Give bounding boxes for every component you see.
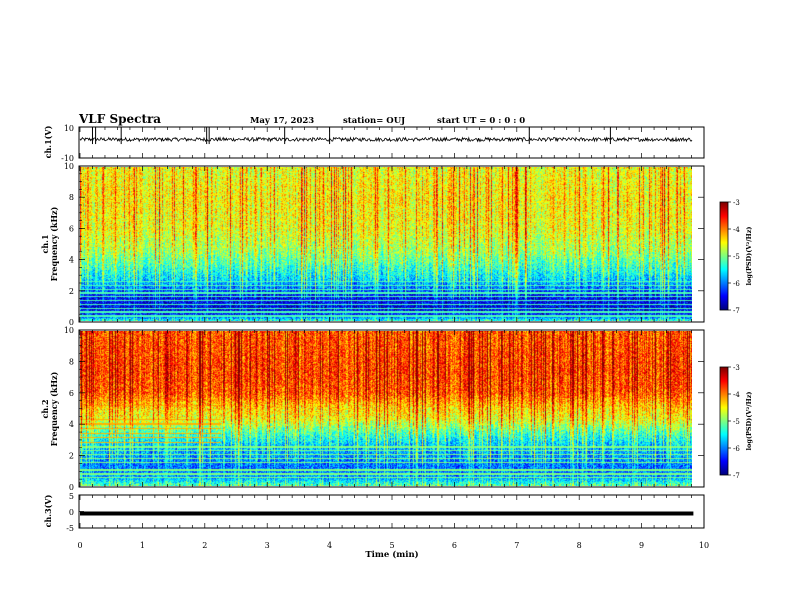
- x-tick-label: 9: [639, 541, 644, 550]
- ch1-spectrogram-ylabel: ch.1: [40, 234, 50, 253]
- ch1-spectrogram-ytick-label: 0: [69, 318, 74, 327]
- ch2-spectrogram-ylabel-frequency: Frequency (kHz): [49, 371, 59, 446]
- ch1-spectrogram-ytick-label: 4: [69, 256, 74, 265]
- ch2-spectrogram-ytick-label: 6: [69, 389, 74, 398]
- ch2-spectrogram-image-wrap: [80, 331, 692, 486]
- x-axis-label: Time (min): [365, 549, 418, 560]
- ch1-spectrogram-ytick-label: 10: [64, 162, 74, 171]
- x-tick-label: 10: [699, 541, 709, 550]
- ch2-spectrogram-ylabel: ch.2: [40, 399, 50, 418]
- ch1-spectrogram-image-wrap: [80, 167, 692, 321]
- ch3-waveform-ytick-bottom: -5: [66, 524, 74, 533]
- ch2-spectrogram-ytick-label: 2: [69, 452, 74, 461]
- ch1-spectrogram-ytick-label: 8: [69, 193, 74, 202]
- ch2-colorbar-tick-label: -5: [733, 418, 740, 426]
- x-tick-label: 6: [452, 541, 457, 550]
- ch2-colorbar-tick-label: -6: [733, 445, 740, 453]
- figure-title: VLF Spectra: [78, 112, 161, 126]
- ch2-spectrogram-ytick-label: 4: [69, 420, 74, 429]
- ch1-waveform-ytick-bottom: -10: [61, 154, 74, 163]
- ch1-colorbar-tick-label: -7: [733, 307, 740, 315]
- ch3-waveform-ylabel: ch.3(V): [43, 494, 53, 527]
- ch2-spectrogram-ytick-label: 10: [64, 326, 74, 335]
- ch3-waveform-panel: 5 0 -5 ch.3(V): [43, 492, 705, 533]
- station-label: station= OUJ: [343, 116, 405, 126]
- start-time-label: start UT = 0 : 0 : 0: [437, 116, 525, 126]
- ch2-colorbar-tick-label: -7: [733, 472, 740, 480]
- ch1-colorbar-tick-label: -5: [733, 253, 740, 261]
- date-label: May 17, 2023: [250, 116, 314, 126]
- ch2-spectrogram-ytick-label: 0: [69, 483, 74, 492]
- x-tick-label: 2: [202, 541, 207, 550]
- ch2-colorbar-tick-label: -4: [733, 391, 740, 399]
- ch1-spectrogram-ytick-label: 6: [69, 224, 74, 233]
- ch1-colorbar-tick-label: -3: [733, 199, 740, 207]
- ch1-spectrogram-ytick-label: 2: [69, 287, 74, 296]
- ch2-colorbar-label: log(PSD)(V²/Hz): [745, 392, 753, 451]
- ch1-waveform-ytick-top: 10: [64, 124, 74, 133]
- x-tick-label: 7: [514, 541, 519, 550]
- ch3-waveform-ytick-mid: 0: [69, 508, 74, 517]
- x-tick-label: 1: [140, 541, 145, 550]
- ch1-waveform-line: [79, 136, 693, 143]
- ch1-waveform-panel: 10 -10 ch.1(V): [43, 124, 705, 163]
- ch1-colorbar-tick-label: -4: [733, 226, 740, 234]
- ch1-waveform-frame: [78, 126, 705, 159]
- ch1-colorbar-tick-label: -6: [733, 280, 740, 288]
- x-tick-label: 5: [389, 541, 394, 550]
- x-tick-label: 4: [327, 541, 332, 550]
- ch2-spectrogram-ytick-label: 8: [69, 357, 74, 366]
- ch1-spectrogram-ylabel-frequency: Frequency (kHz): [49, 206, 59, 281]
- ch3-waveform-ytick-top: 5: [69, 492, 74, 501]
- ch2-colorbar-tick-label: -3: [733, 364, 740, 372]
- x-tick-label: 8: [577, 541, 582, 550]
- ch1-colorbar-label: log(PSD)(V²/Hz): [745, 227, 753, 286]
- x-tick-label: 3: [265, 541, 270, 550]
- ch1-waveform-ylabel: ch.1(V): [43, 125, 53, 158]
- x-tick-label: 0: [77, 541, 82, 550]
- ch2-colorbar-wrap: [720, 367, 728, 475]
- ch1-colorbar-wrap: [720, 202, 728, 310]
